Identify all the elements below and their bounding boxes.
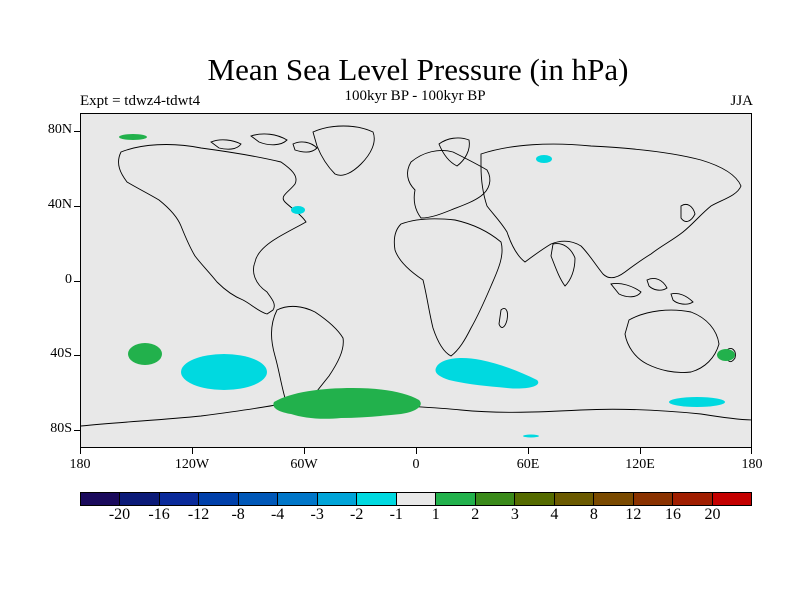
chart-title: Mean Sea Level Pressure (in hPa) [207,52,629,87]
region-south-atlantic-weddell [273,388,421,419]
coast-greenland [312,125,375,176]
coast-india [550,243,576,287]
map-panel [80,113,752,448]
colorbar-swatch [199,493,239,505]
lon-tick-label: 60W [290,457,318,472]
chart-subtitle: 100kyr BP - 100kyr BP [344,88,486,104]
lat-tick-mark [74,131,80,132]
lon-tick-mark [80,448,81,454]
coastlines [81,125,751,427]
colorbar-label: 16 [664,506,681,523]
lon-tick-mark [640,448,641,454]
colorbar-swatch [357,493,397,505]
lat-tick-mark [74,355,80,356]
colorbar-label: -16 [148,506,170,523]
colorbar-label: 8 [589,506,598,523]
lon-tick-mark [304,448,305,454]
colorbar-label: 2 [471,506,480,523]
colorbar-label: -2 [350,506,364,523]
colorbar-label: -12 [187,506,210,523]
lat-tick-mark [74,430,80,431]
coast-madagascar [498,308,508,328]
lon-tick-label: 180 [69,457,91,472]
coast-japan [680,203,696,222]
lon-tick-mark [192,448,193,454]
season-label: JJA [730,93,753,109]
colorbar-swatch [712,493,751,505]
colorbar-label: 4 [550,506,559,523]
colorbar-swatch [554,493,595,505]
colorbar-swatch [515,493,555,505]
colorbar-swatch [278,493,318,505]
lon-tick-label: 120E [625,457,655,472]
colorbar-swatch [673,493,713,505]
lon-tick-mark [528,448,529,454]
colorbar-label: 1 [431,506,440,523]
colorbar-label: -4 [270,506,285,523]
colorbar [80,492,752,506]
region-arctic-siberia [536,155,552,163]
region-new-zealand [717,349,735,361]
lat-tick-label: 40N [47,197,72,212]
region-antarctic-small [523,434,539,438]
lat-tick-label: 0 [65,272,72,287]
colorbar-swatch [436,493,476,505]
colorbar-swatch [475,493,516,505]
colorbar-label: 3 [510,506,519,523]
colorbar-label: 12 [625,506,642,523]
lon-tick-label: 120W [174,457,210,472]
lon-tick-mark [751,448,752,454]
experiment-label: Expt = tdwz4-tdwt4 [80,93,201,109]
lon-tick-label: 60E [516,457,540,472]
anomaly-shading [119,134,735,438]
lon-tick-label: 180 [741,457,763,472]
coast-europe [407,150,491,219]
coast-asia [480,143,742,279]
region-south-pacific-west [128,343,162,365]
coast-north-america [118,144,307,315]
colorbar-label: -1 [389,506,403,523]
colorbar-swatch [594,493,634,505]
colorbar-label: 20 [704,506,721,523]
region-arctic-north-pacific [119,134,147,140]
colorbar-swatch [120,493,160,505]
lon-tick-mark [416,448,417,454]
coast-arctic-islands [210,133,318,153]
lat-tick-label: 80N [47,122,72,137]
region-north-atlantic [291,206,305,214]
region-south-indian [435,358,539,389]
colorbar-label: -8 [231,506,245,523]
lon-tick-label: 0 [412,457,420,472]
colorbar-swatch [633,493,674,505]
coast-se-asia [610,277,694,305]
coast-africa [393,218,503,357]
lat-tick-label: 80S [50,421,72,436]
colorbar-swatch [159,493,200,505]
colorbar-swatch [238,493,279,505]
lat-tick-mark [74,281,80,282]
coast-australia [624,309,720,373]
colorbar-label: -20 [108,506,131,523]
region-south-pacific-east [181,354,267,390]
colorbar-swatch [396,493,437,505]
region-southern-ocean-ross [669,397,725,407]
colorbar-swatch [81,493,121,505]
colorbar-label: -3 [310,506,324,523]
coast-scandinavia [438,137,470,167]
colorbar-swatch [317,493,358,505]
lat-tick-label: 40S [50,346,72,361]
lat-tick-mark [74,206,80,207]
world-map [81,125,751,438]
